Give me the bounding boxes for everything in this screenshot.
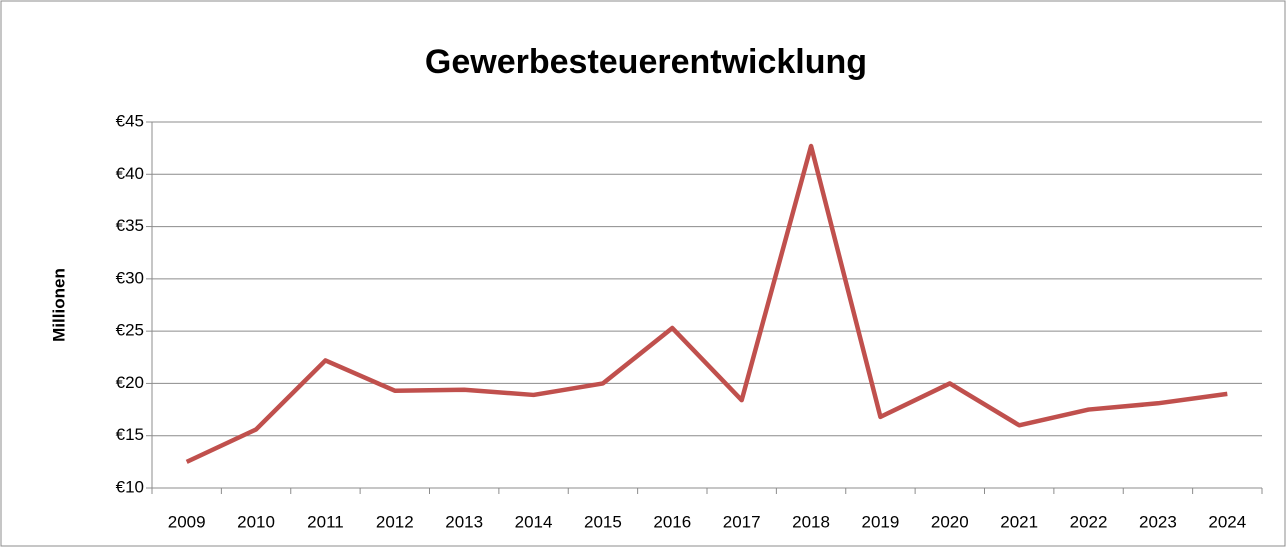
- y-axis-label: Millionen: [49, 268, 68, 342]
- chart-title: Gewerbesteuerentwicklung: [425, 43, 867, 81]
- y-tick-label: €30: [116, 268, 144, 287]
- x-tick-label: 2016: [653, 512, 691, 531]
- x-tick-label: 2010: [237, 512, 275, 531]
- x-tick-label: 2018: [792, 512, 830, 531]
- y-tick-label: €45: [116, 111, 144, 130]
- x-tick-label: 2017: [723, 512, 761, 531]
- x-tick-label: 2020: [931, 512, 969, 531]
- y-tick-label: €15: [116, 425, 144, 444]
- x-tick-label: 2023: [1139, 512, 1177, 531]
- x-tick-label: 2022: [1070, 512, 1108, 531]
- y-tick-label: €35: [116, 216, 144, 235]
- x-tick-label: 2012: [376, 512, 414, 531]
- x-tick-label: 2013: [445, 512, 483, 531]
- x-tick-label: 2024: [1208, 512, 1246, 531]
- data-line: [185, 143, 1228, 464]
- y-tick-label: €40: [116, 164, 144, 183]
- x-tick-label: 2021: [1000, 512, 1038, 531]
- x-tick-label: 2019: [862, 512, 900, 531]
- x-tick-label: 2015: [584, 512, 622, 531]
- x-tick-label: 2009: [168, 512, 206, 531]
- y-tick-label: €10: [116, 477, 144, 496]
- y-tick-label: €25: [116, 321, 144, 340]
- x-tick-label: 2011: [307, 512, 344, 531]
- y-tick-label: €20: [116, 373, 144, 392]
- x-tick-label: 2014: [515, 512, 553, 531]
